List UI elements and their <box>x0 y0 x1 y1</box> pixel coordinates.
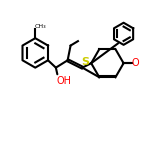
Text: CH₃: CH₃ <box>34 24 46 29</box>
Text: S: S <box>81 57 89 67</box>
Text: O: O <box>132 58 139 68</box>
Text: OH: OH <box>57 76 72 86</box>
